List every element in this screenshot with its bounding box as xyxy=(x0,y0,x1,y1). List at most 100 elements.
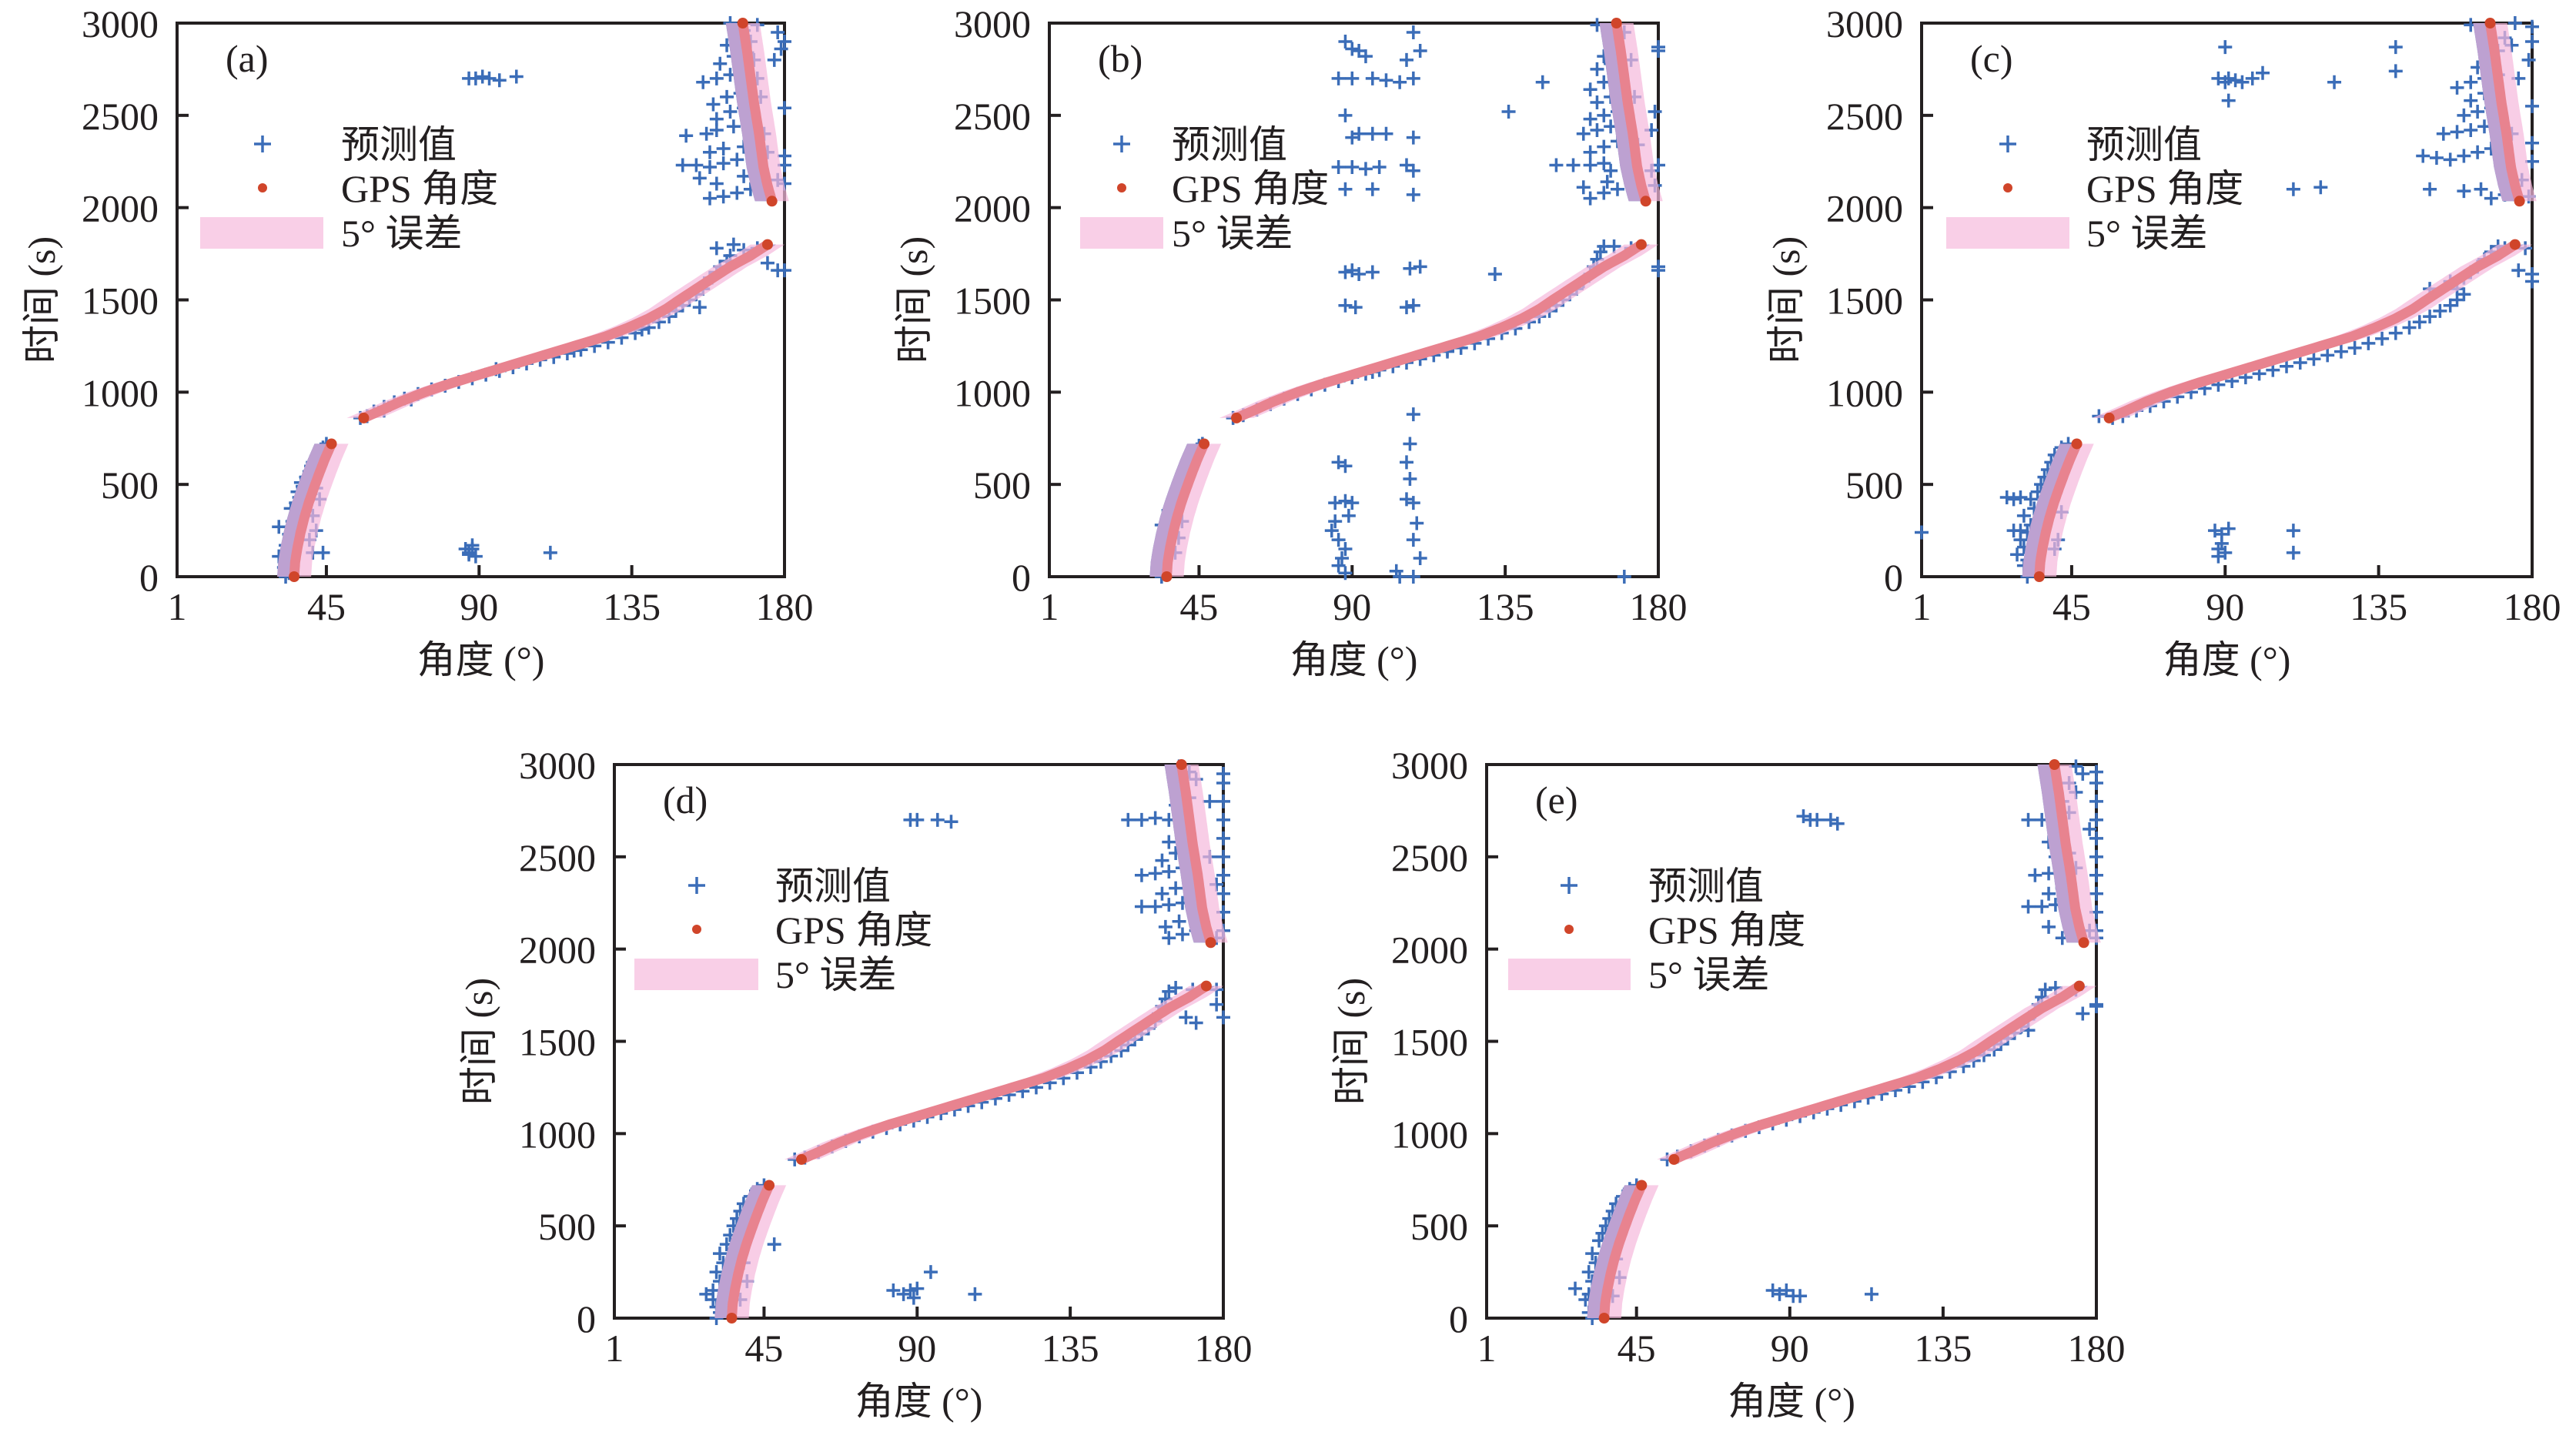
predicted-point xyxy=(1651,263,1665,278)
predicted-point xyxy=(2521,52,2536,67)
x-tick-label: 180 xyxy=(2068,1327,2126,1370)
legend-band-swatch xyxy=(200,217,323,249)
x-tick-label: 1 xyxy=(1912,585,1932,628)
predicted-point xyxy=(1134,899,1149,914)
predicted-point xyxy=(2021,812,2036,827)
predicted-point xyxy=(771,25,785,39)
predicted-dense-region xyxy=(277,23,776,577)
y-tick-label: 1500 xyxy=(519,1021,596,1064)
x-tick-label: 90 xyxy=(2206,585,2244,628)
x-tick-label: 45 xyxy=(307,585,346,628)
predicted-point xyxy=(1148,899,1163,914)
predicted-point xyxy=(1348,300,1363,315)
predicted-point xyxy=(1148,811,1163,825)
legend-label: 预测值 xyxy=(1648,865,1764,908)
predicted-point xyxy=(903,1283,918,1298)
legend-label: 预测值 xyxy=(2086,123,2202,166)
y-tick-label: 1500 xyxy=(1391,1021,1468,1064)
gps-series xyxy=(289,18,778,582)
gps-line xyxy=(289,438,337,582)
panel-c: 0 500 1000 1500 2000 2500 3000 1 45 90 135 180 角度 (°… xyxy=(1765,2,2561,681)
predicted-point xyxy=(1406,298,1420,313)
predicted-point xyxy=(1648,105,1662,119)
predicted-point xyxy=(730,152,744,167)
panel-label: (c) xyxy=(1970,37,2013,80)
predicted-point xyxy=(475,69,490,84)
predicted-point xyxy=(1406,71,1420,85)
error-band xyxy=(714,765,1228,1318)
predicted-series xyxy=(1568,759,2103,1325)
predicted-point xyxy=(1331,71,1346,85)
y-axis-title: 时间 (s) xyxy=(20,236,63,363)
predicted-point xyxy=(2313,180,2328,195)
y-tick-label: 1500 xyxy=(954,279,1031,323)
predicted-point xyxy=(2433,303,2447,318)
predicted-point xyxy=(709,71,724,85)
predicted-point xyxy=(2484,191,2498,206)
y-tick-label: 1000 xyxy=(1826,371,1903,414)
y-tick-label: 3000 xyxy=(519,744,596,787)
predicted-point xyxy=(1379,73,1393,88)
predicted-point xyxy=(730,186,744,200)
legend-label: 预测值 xyxy=(1172,123,1287,166)
predicted-point xyxy=(1175,927,1189,942)
predicted-point xyxy=(2013,490,2028,504)
x-tick-label: 135 xyxy=(1477,585,1534,628)
predicted-point xyxy=(1203,794,1217,808)
gps-point xyxy=(1640,196,1651,207)
y-axis-title: 时间 (s) xyxy=(1330,978,1373,1105)
legend-dot-icon xyxy=(2003,183,2012,192)
predicted-point xyxy=(778,263,791,278)
predicted-point xyxy=(723,105,738,119)
x-tick-label: 135 xyxy=(1042,1327,1099,1370)
panel-d: 0 500 1000 1500 2000 2500 3000 1 45 90 135 180 角度 (°… xyxy=(457,744,1253,1423)
predicted-point xyxy=(1338,182,1353,196)
predicted-point xyxy=(703,159,718,174)
gps-line xyxy=(1599,1180,1647,1324)
predicted-point xyxy=(2423,310,2437,324)
predicted-point xyxy=(272,520,286,534)
predicted-point xyxy=(1216,831,1230,845)
predicted-point xyxy=(2218,40,2233,55)
gps-point xyxy=(737,18,748,28)
legend-cross-icon xyxy=(254,136,271,152)
predicted-point xyxy=(679,129,694,143)
predicted-dense-region xyxy=(1587,765,2088,1318)
y-tick-label: 500 xyxy=(973,464,1031,507)
predicted-point xyxy=(316,545,330,560)
predicted-point xyxy=(2507,16,2522,30)
predicted-point xyxy=(1576,180,1591,195)
gps-series xyxy=(1598,759,2089,1324)
predicted-point xyxy=(1134,868,1149,882)
predicted-point xyxy=(1576,126,1591,141)
predicted-point xyxy=(2256,65,2270,80)
predicted-point xyxy=(1169,881,1183,895)
predicted-point xyxy=(2443,152,2457,167)
gps-point xyxy=(1199,438,1210,450)
predicted-point xyxy=(2089,812,2103,827)
gps-point xyxy=(326,438,337,450)
predicted-point xyxy=(1413,43,1427,58)
predicted-point xyxy=(2388,326,2403,340)
predicted-point xyxy=(462,547,477,562)
predicted-point xyxy=(2457,184,2471,199)
predicted-point xyxy=(1406,130,1420,145)
predicted-point xyxy=(2089,831,2103,845)
predicted-point xyxy=(482,71,497,85)
y-axis-title: 时间 (s) xyxy=(892,236,935,363)
predicted-point xyxy=(1583,145,1597,159)
predicted-point xyxy=(1148,866,1163,881)
predicted-dense-region xyxy=(2022,23,2524,577)
predicted-point xyxy=(1179,1010,1193,1025)
predicted-point xyxy=(1403,471,1417,486)
predicted-point xyxy=(1338,108,1353,122)
predicted-point xyxy=(720,89,734,104)
gps-point xyxy=(289,571,300,582)
predicted-point xyxy=(709,176,724,191)
gps-line xyxy=(358,239,773,423)
predicted-point xyxy=(675,158,690,172)
predicted-point xyxy=(1406,533,1420,547)
y-tick-label: 2000 xyxy=(82,187,159,230)
y-tick-label: 3000 xyxy=(82,2,159,45)
